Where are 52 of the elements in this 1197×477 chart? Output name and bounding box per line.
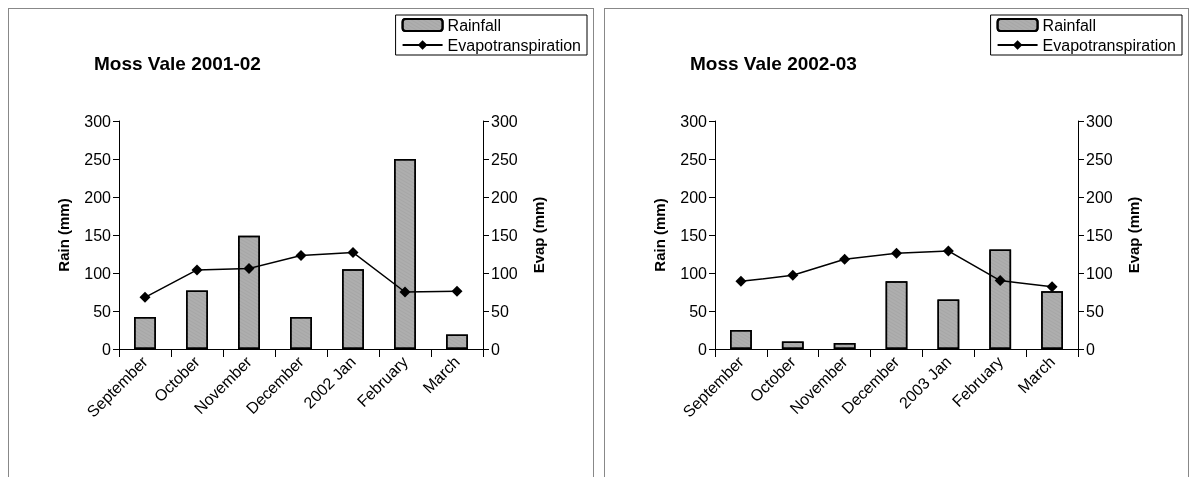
point — [191, 264, 203, 276]
y2-tick-label: 50 — [491, 302, 509, 320]
point — [994, 275, 1006, 287]
y2-tick-label: 100 — [1086, 264, 1113, 282]
y-axis-title: Rain (mm) — [651, 198, 668, 272]
chart-title: Moss Vale 2001-02 — [94, 53, 261, 74]
point — [1046, 281, 1058, 293]
y-tick-label: 100 — [84, 264, 112, 282]
point — [839, 253, 851, 265]
y-tick-label: 50 — [689, 302, 708, 320]
legend-label: Evapotranspiration — [1042, 36, 1177, 54]
y-tick-label: 150 — [680, 226, 708, 244]
y-tick-label: 100 — [680, 264, 708, 282]
y2-tick-label: 250 — [1086, 150, 1113, 168]
y-tick-label: 250 — [84, 150, 112, 168]
y2-tick-label: 50 — [1086, 302, 1104, 320]
y2-tick-label: 0 — [491, 340, 500, 358]
point — [942, 245, 954, 257]
y-axis-title: Rain (mm) — [55, 198, 72, 272]
y2-tick-label: 250 — [491, 150, 518, 168]
y-tick-label: 250 — [680, 150, 708, 168]
point — [295, 250, 307, 262]
legend-label: Evapotranspiration — [447, 36, 582, 54]
y-tick-label: 0 — [698, 340, 708, 358]
point — [243, 262, 255, 274]
y2-tick-label: 150 — [1086, 226, 1113, 244]
y-tick-label: 50 — [93, 302, 112, 320]
y-tick-label: 200 — [84, 188, 112, 206]
y-tick-label: 150 — [84, 226, 112, 244]
y-tick-label: 300 — [84, 112, 112, 130]
point — [347, 246, 359, 258]
point — [139, 291, 151, 303]
y2-tick-label: 100 — [491, 264, 518, 282]
point — [787, 269, 799, 281]
point — [399, 286, 411, 298]
point — [735, 275, 747, 287]
y-tick-label: 0 — [102, 340, 112, 358]
legend-label: Rainfall — [447, 16, 501, 34]
legend-label: Rainfall — [1042, 16, 1096, 34]
y2-tick-label: 300 — [1086, 112, 1113, 130]
y2-tick-label: 0 — [1086, 340, 1095, 358]
y2-tick-label: 200 — [491, 188, 518, 206]
y-tick-label: 200 — [680, 188, 708, 206]
point — [891, 247, 902, 259]
y2-tick-label: 200 — [1086, 188, 1113, 206]
y2-tick-label: 300 — [491, 112, 518, 130]
chart-title: Moss Vale 2002-03 — [690, 53, 857, 74]
y2-axis-title: Evap (mm) — [1125, 196, 1142, 274]
y-tick-label: 300 — [680, 112, 708, 130]
y2-tick-label: 150 — [491, 226, 518, 244]
y2-axis-title: Evap (mm) — [530, 196, 547, 274]
point — [451, 285, 463, 297]
